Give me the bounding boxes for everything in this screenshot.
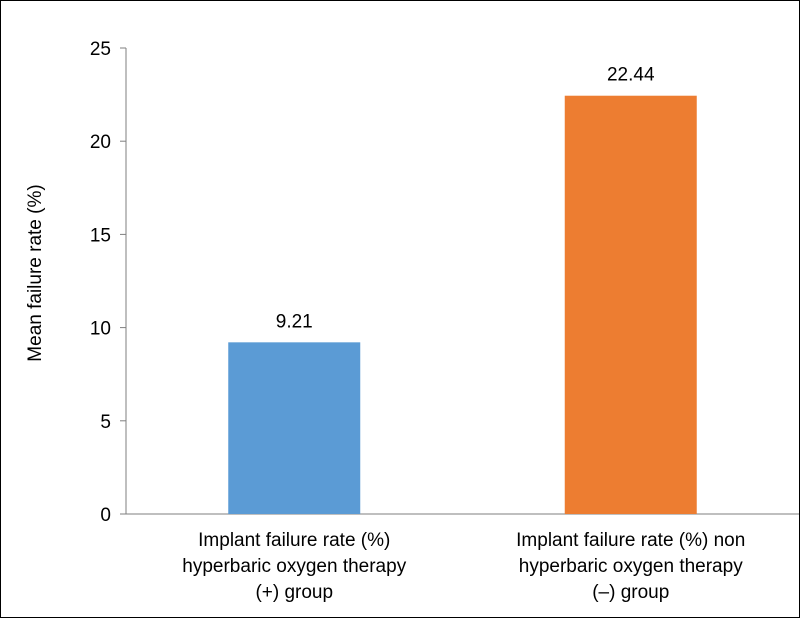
y-tick-label: 0 bbox=[100, 505, 111, 526]
bar bbox=[564, 95, 697, 515]
category-label-line: (+) group bbox=[255, 582, 333, 603]
category-labels: Implant failure rate (%) hyperbaric oxyge… bbox=[182, 530, 745, 603]
category-label-line: Implant failure rate (%) non bbox=[516, 530, 745, 551]
category-label-line: (–) group bbox=[592, 582, 669, 603]
y-tick-label: 20 bbox=[90, 132, 111, 153]
data-label: 22.44 bbox=[607, 65, 655, 86]
y-axis-title: Mean failure rate (%) bbox=[25, 184, 46, 361]
category-label-line: Implant failure rate (%) bbox=[198, 530, 390, 551]
category-label-line: hyperbaric oxygen therapy bbox=[182, 556, 406, 577]
category-label-line: hyperbaric oxygen therapy bbox=[519, 556, 743, 577]
bar bbox=[228, 342, 361, 514]
y-axis: 0 5 10 15 20 25 bbox=[90, 39, 127, 526]
data-labels: 9.21 22.44 bbox=[276, 65, 655, 333]
y-tick-label: 5 bbox=[100, 412, 111, 433]
y-tick-label: 10 bbox=[90, 319, 111, 340]
y-tick-label: 15 bbox=[90, 225, 111, 246]
bars bbox=[228, 95, 697, 515]
data-label: 9.21 bbox=[276, 311, 313, 332]
y-tick-label: 25 bbox=[90, 39, 111, 60]
